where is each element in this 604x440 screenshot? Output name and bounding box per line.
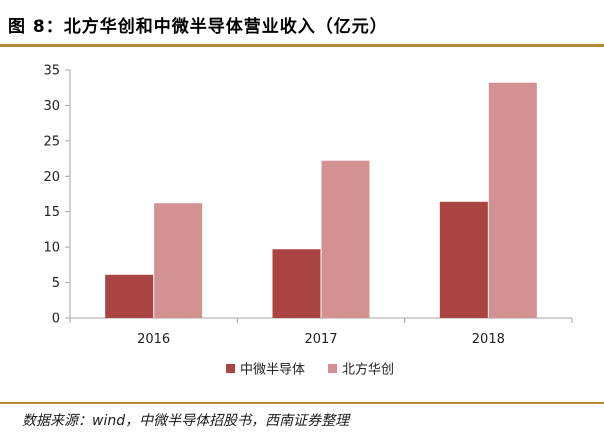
legend: 中微半导体 北方华创 xyxy=(226,362,394,378)
x-axis: 2016 2017 2018 xyxy=(69,317,573,347)
y-tick-label: 15 xyxy=(43,205,60,220)
bar-chart: 0 5 10 15 20 25 30 35 2016 2017 2018 中微半导体 北方华创 xyxy=(43,64,573,378)
bar xyxy=(272,249,321,318)
chart-title: 图 8：北方华创和中微半导体营业收入（亿元） xyxy=(8,17,388,37)
legend-swatch xyxy=(226,364,235,373)
bar xyxy=(488,82,537,318)
bars xyxy=(105,82,537,318)
bar xyxy=(321,160,370,318)
y-tick-label: 30 xyxy=(43,99,60,114)
y-tick-label: 0 xyxy=(52,312,60,327)
x-tick-label: 2018 xyxy=(472,332,505,347)
y-tick-label: 20 xyxy=(43,170,60,185)
bar xyxy=(154,203,203,318)
y-axis: 0 5 10 15 20 25 30 35 xyxy=(43,64,71,327)
footer-divider xyxy=(0,402,604,404)
y-tick-label: 5 xyxy=(52,276,60,291)
x-tick-label: 2017 xyxy=(304,332,337,347)
legend-label: 北方华创 xyxy=(342,362,394,378)
legend-swatch xyxy=(328,364,337,373)
bar xyxy=(439,201,488,318)
title-divider xyxy=(0,44,604,47)
legend-label: 中微半导体 xyxy=(240,363,305,378)
x-tick-label: 2016 xyxy=(137,332,170,347)
bar xyxy=(105,274,154,318)
y-tick-label: 10 xyxy=(43,241,60,256)
y-tick-label: 25 xyxy=(43,134,60,149)
source-note: 数据来源：wind，中微半导体招股书，西南证券整理 xyxy=(22,413,350,429)
y-tick-label: 35 xyxy=(43,64,60,79)
